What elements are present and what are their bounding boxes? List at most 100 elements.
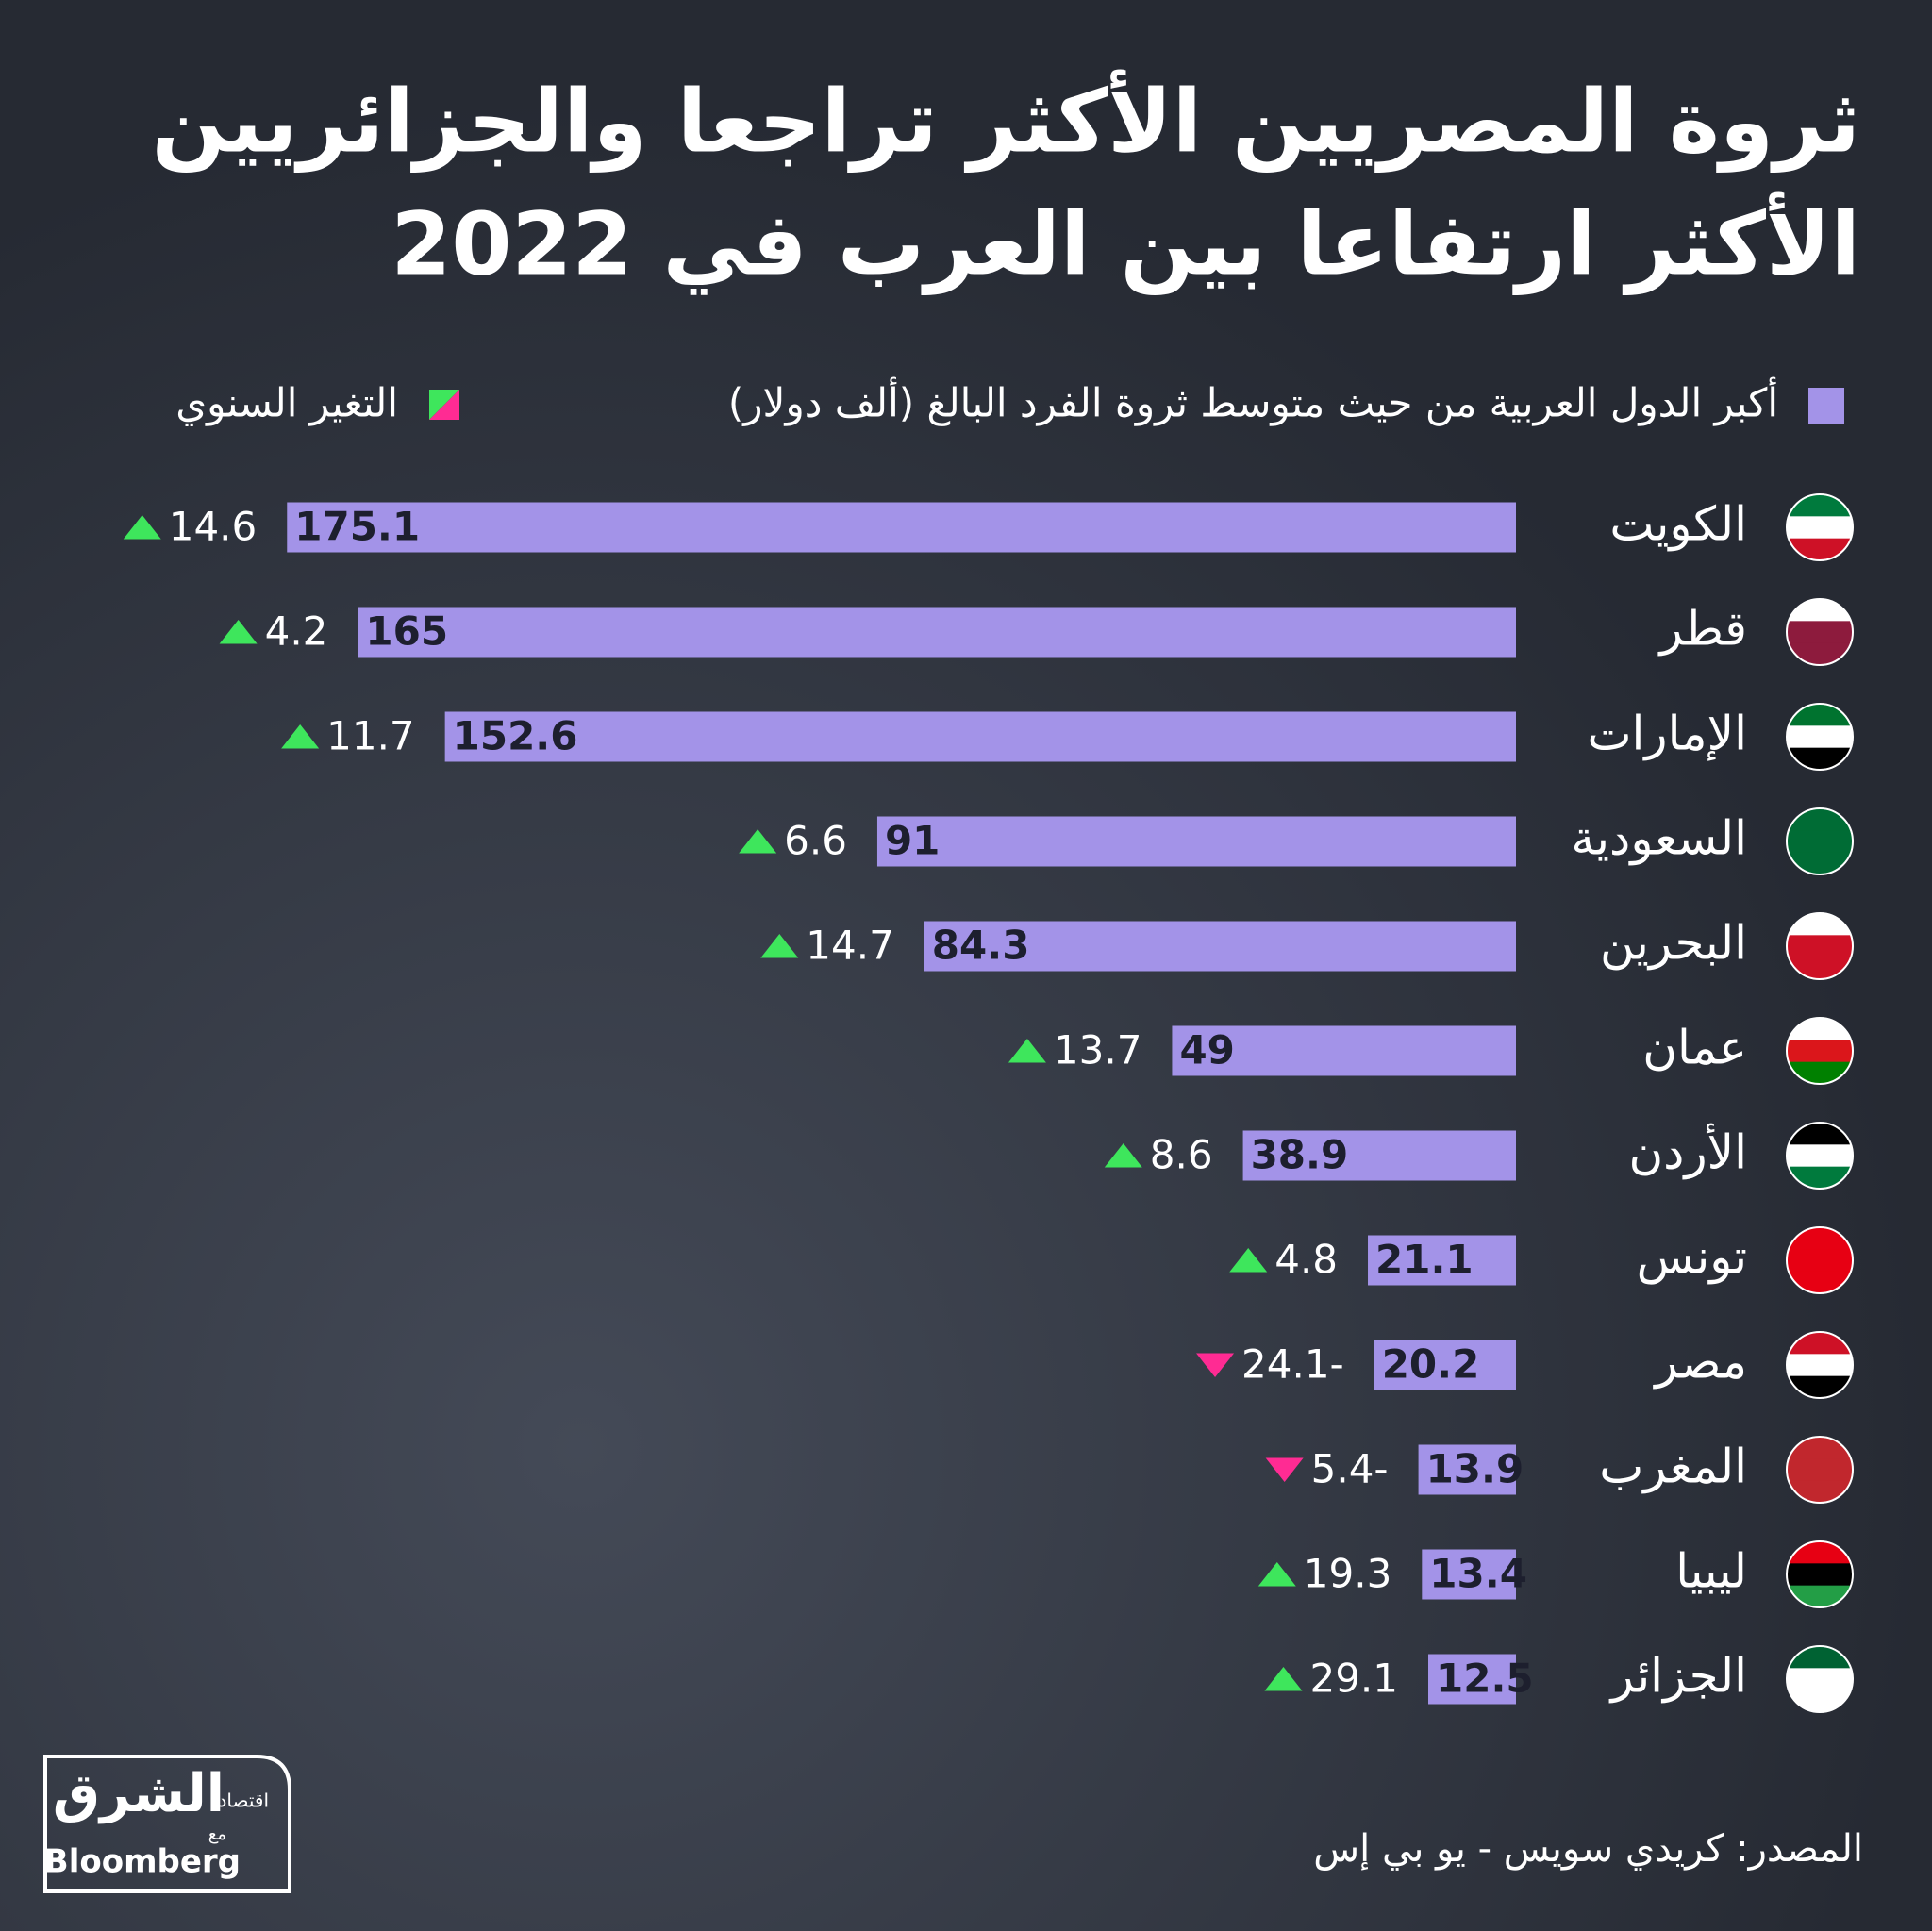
bar-value-label: 84.3 xyxy=(932,923,1030,969)
bar-value-label: 21.1 xyxy=(1375,1237,1474,1283)
bar xyxy=(876,816,1516,867)
bar-value-label: 165 xyxy=(365,608,448,655)
flag-stripe xyxy=(1787,1040,1853,1063)
legend-swatch-down xyxy=(429,390,459,420)
logo-partner: Bloomberg xyxy=(44,1843,241,1881)
change-label: 8.6 xyxy=(1150,1132,1213,1178)
flag-border xyxy=(1786,1436,1854,1504)
flag-stripes xyxy=(1787,599,1853,665)
flag-stripes xyxy=(1787,913,1853,979)
flag-stripe xyxy=(1787,1061,1853,1084)
legend-swatch xyxy=(1808,388,1844,424)
flag-stripe xyxy=(1787,1690,1853,1712)
flag-stripe xyxy=(1787,1458,1853,1482)
change-label: 5.4- xyxy=(1311,1446,1389,1492)
flag xyxy=(1786,1540,1854,1608)
change-arrow-down xyxy=(1265,1457,1304,1482)
category-label: الإمارات xyxy=(1587,707,1747,761)
bar xyxy=(1418,1444,1516,1495)
flag-stripe xyxy=(1787,1375,1853,1398)
change-label: 24.1- xyxy=(1241,1341,1344,1388)
bar-value-label: 13.9 xyxy=(1426,1446,1524,1492)
flag-stripe xyxy=(1787,725,1853,749)
flag-border xyxy=(1786,1226,1854,1294)
flag-stripe xyxy=(1787,538,1853,560)
flag xyxy=(1786,703,1854,771)
flag-stripe xyxy=(1787,1354,1853,1377)
change-arrow-up xyxy=(219,620,258,644)
bar xyxy=(358,607,1516,658)
category-label: المغرب xyxy=(1599,1440,1747,1494)
flag-stripes xyxy=(1787,1646,1853,1712)
source: المصدر: كريدي سويس - يو بي إس xyxy=(1313,1827,1863,1871)
change-arrow-up xyxy=(1008,1039,1046,1063)
change-label: 14.7 xyxy=(806,923,894,969)
logo-with: مع xyxy=(208,1824,226,1844)
chart-title: ثروة المصريين الأكثر تراجعا والجزائريين xyxy=(152,69,1860,173)
flag-stripe xyxy=(1787,957,1853,979)
plot-area: الكويت 175.1 14.6 قطر 165 4.2 الإمارات 152.6 11.… xyxy=(123,493,1854,1713)
bar xyxy=(1242,1130,1516,1181)
flag xyxy=(1786,1645,1854,1713)
legend-label: أكبر الدول العربية من حيث متوسط ثروة الف… xyxy=(728,377,1778,427)
bar-value-label: 20.2 xyxy=(1382,1341,1480,1388)
flag xyxy=(1786,1017,1854,1085)
flag-stripe xyxy=(1787,621,1853,644)
change-label: 4.8 xyxy=(1274,1237,1338,1283)
flag xyxy=(1786,807,1854,875)
flag-stripe xyxy=(1787,1249,1853,1273)
logo-name: الشرق xyxy=(53,1763,225,1824)
flag-stripe xyxy=(1787,642,1853,665)
change-arrow-up xyxy=(1104,1143,1142,1168)
bar-value-label: 49 xyxy=(1179,1027,1234,1074)
bar-value-label: 152.6 xyxy=(453,713,578,759)
flag-border xyxy=(1786,1017,1854,1085)
bar xyxy=(444,711,1516,762)
change-arrow-down xyxy=(1196,1353,1235,1377)
category-label: عمان xyxy=(1642,1021,1747,1075)
bar-value-label: 175.1 xyxy=(294,504,420,550)
change-label: 11.7 xyxy=(326,713,415,759)
bar xyxy=(1368,1235,1516,1286)
flag-stripe xyxy=(1787,935,1853,958)
change-arrow-up xyxy=(1257,1562,1296,1587)
flag-border xyxy=(1786,1122,1854,1190)
flag-border xyxy=(1786,1331,1854,1399)
flag-stripe xyxy=(1787,1563,1853,1587)
flag-border xyxy=(1786,703,1854,771)
flag-border xyxy=(1786,912,1854,980)
flag xyxy=(1786,1436,1854,1504)
flag-stripe xyxy=(1787,516,1853,540)
bar-value-label: 38.9 xyxy=(1251,1132,1349,1178)
change-label: 4.2 xyxy=(265,608,328,655)
change-arrow-up xyxy=(1229,1248,1268,1273)
change-label: 13.7 xyxy=(1054,1027,1142,1074)
change-arrow-up xyxy=(1264,1667,1303,1691)
flag-stripe xyxy=(1787,1144,1853,1168)
flag-stripe xyxy=(1787,1271,1853,1293)
flag-stripes xyxy=(1787,704,1853,770)
flag-stripe xyxy=(1787,830,1853,854)
legend-swatch xyxy=(429,390,459,420)
category-label: السعودية xyxy=(1571,811,1747,866)
category-label: قطر xyxy=(1657,602,1747,657)
category-label: الأردن xyxy=(1628,1124,1747,1180)
category-label: الجزائر xyxy=(1608,1649,1747,1704)
chart-title: الأكثر ارتفاعا بين العرب في 2022 xyxy=(391,191,1860,295)
bar xyxy=(1422,1549,1516,1600)
change-arrow-up xyxy=(739,829,777,854)
flag-stripe xyxy=(1787,1166,1853,1189)
change-arrow-up xyxy=(281,724,320,749)
flag xyxy=(1786,1331,1854,1399)
bar xyxy=(1172,1025,1516,1076)
category-label: البحرين xyxy=(1600,916,1747,971)
change-label: 19.3 xyxy=(1304,1551,1392,1597)
change-arrow-up xyxy=(123,515,161,540)
logo: الشرق اقتصاد مع Bloomberg xyxy=(43,1755,291,1893)
category-label: تونس xyxy=(1637,1230,1747,1285)
bar-value-label: 13.4 xyxy=(1429,1551,1527,1597)
category-label: الكويت xyxy=(1609,497,1747,552)
flag-border xyxy=(1786,1540,1854,1608)
bar xyxy=(1428,1654,1516,1705)
flag-stripe xyxy=(1787,852,1853,874)
